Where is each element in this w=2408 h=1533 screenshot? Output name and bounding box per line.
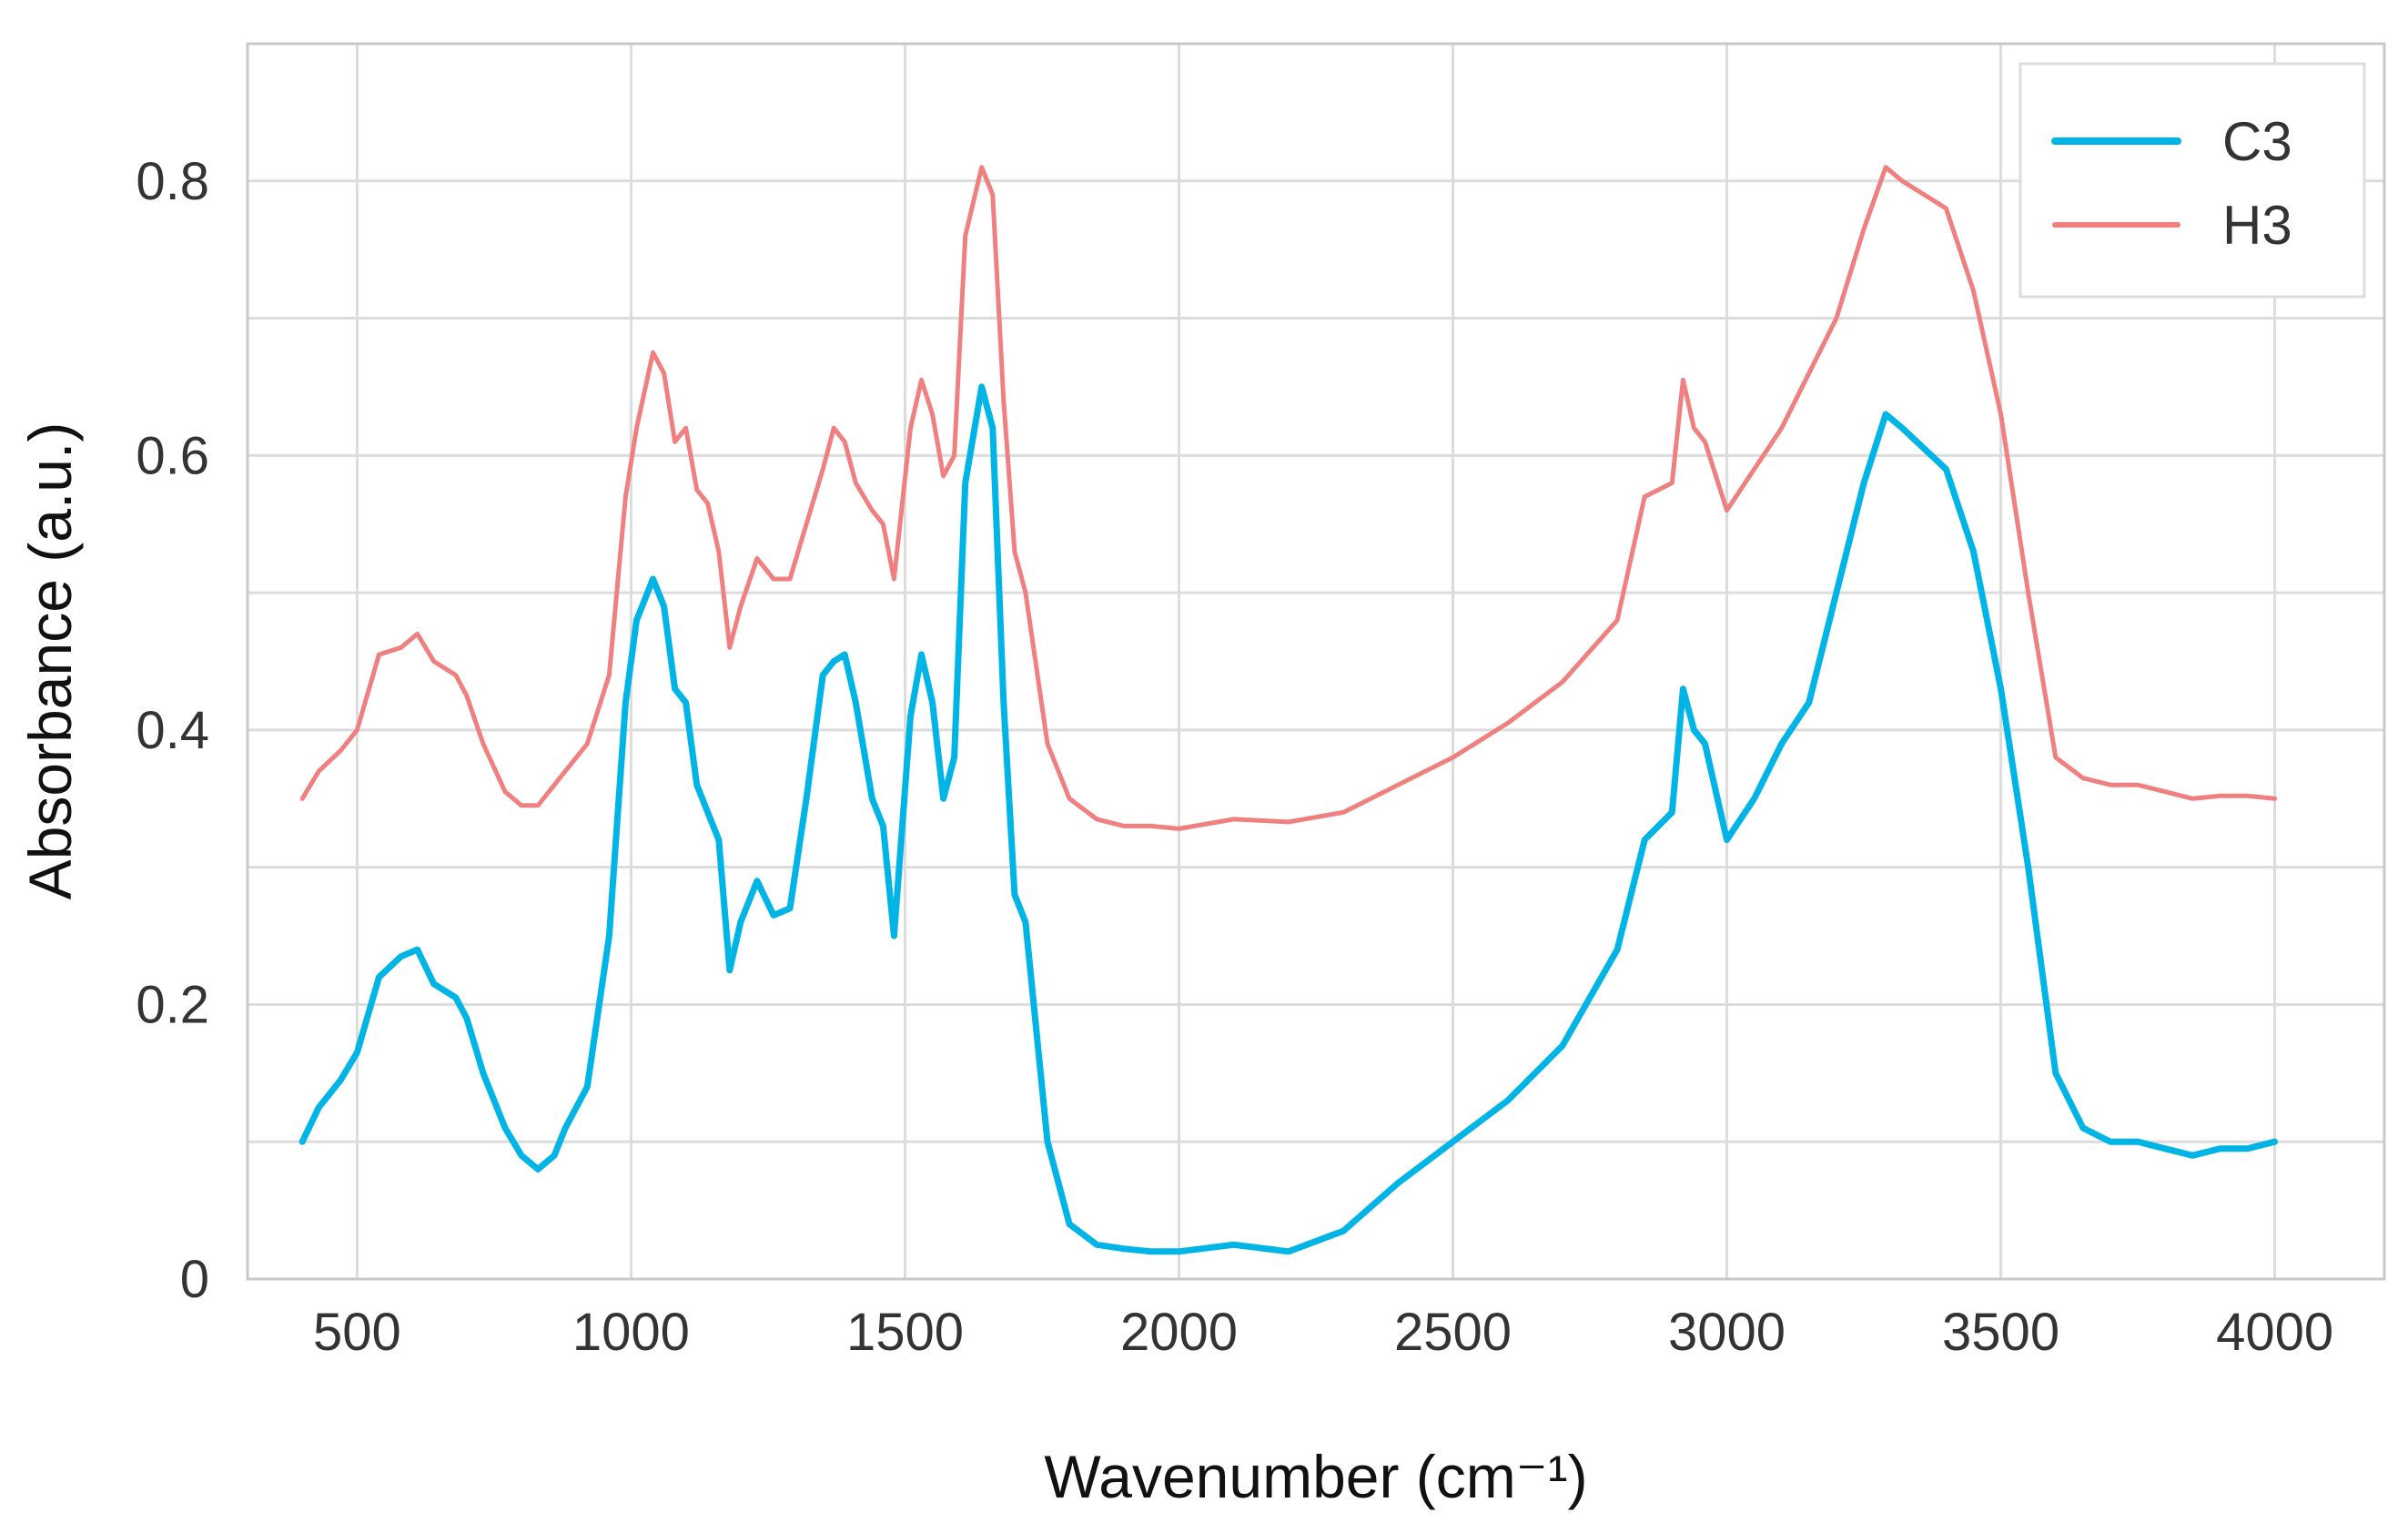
y-tick-label: 0.8 bbox=[136, 152, 209, 211]
legend-box bbox=[2018, 62, 2366, 299]
x-tick-label: 2500 bbox=[1394, 1303, 1512, 1362]
y-tick-label: 0.2 bbox=[136, 975, 209, 1034]
x-tick-label: 1000 bbox=[572, 1303, 690, 1362]
x-tick-label: 4000 bbox=[2216, 1303, 2333, 1362]
x-tick-label: 1500 bbox=[846, 1303, 964, 1362]
plot-border bbox=[246, 42, 2386, 1281]
legend-label-h3: H3 bbox=[2222, 195, 2292, 256]
series-line-c3 bbox=[298, 383, 2279, 1255]
y-tick-label: 0 bbox=[180, 1250, 209, 1309]
x-tick-label: 500 bbox=[313, 1303, 401, 1362]
legend-label-c3: C3 bbox=[2222, 111, 2292, 172]
y-axis-title: Absorbance (a.u.) bbox=[16, 422, 84, 900]
y-tick-label: 0.4 bbox=[136, 701, 209, 760]
x-tick-label: 3000 bbox=[1668, 1303, 1786, 1362]
tick-labels: 500 1000 1500 2000 2500 3000 3500 4000 0 0.2 0.4 0.… bbox=[136, 152, 2333, 1362]
x-tick-label: 3500 bbox=[1942, 1303, 2059, 1362]
series-line-h3 bbox=[299, 165, 2278, 831]
x-axis-title: Wavenumber (cm⁻¹) bbox=[1044, 1443, 1587, 1510]
y-tick-label: 0.6 bbox=[136, 426, 209, 485]
series-lines bbox=[298, 165, 2279, 1255]
x-tick-label: 2000 bbox=[1120, 1303, 1238, 1362]
